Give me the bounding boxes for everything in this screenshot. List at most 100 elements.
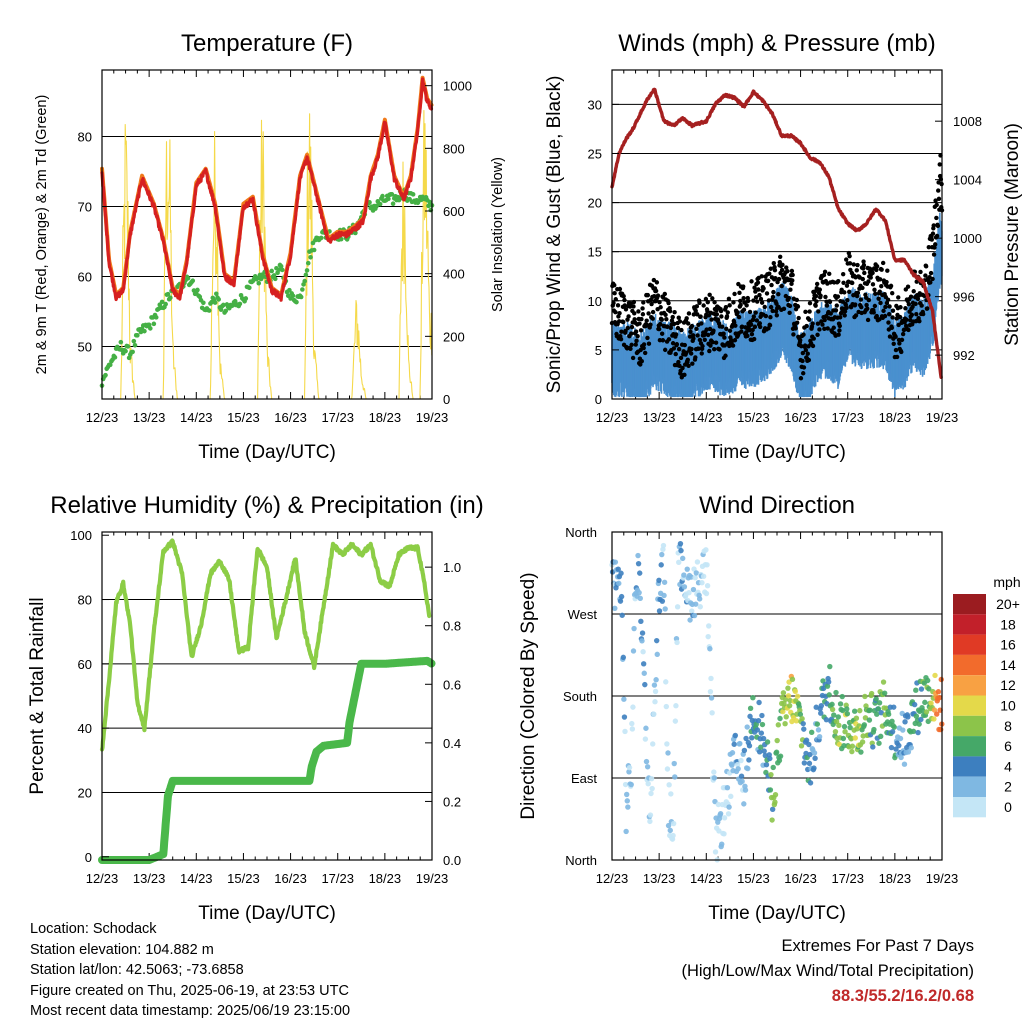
gust-point bbox=[896, 295, 901, 300]
dewpoint-point bbox=[386, 196, 391, 202]
direction-point bbox=[622, 728, 628, 735]
temperature-ytick-label: 80 bbox=[78, 130, 92, 145]
gust-point bbox=[890, 290, 895, 296]
gust-point bbox=[695, 312, 700, 317]
gust-point bbox=[612, 283, 617, 288]
direction-point bbox=[739, 778, 745, 785]
direction-point bbox=[661, 579, 668, 585]
gust-point bbox=[741, 295, 746, 301]
gust-point bbox=[648, 322, 653, 327]
direction-point bbox=[667, 827, 673, 834]
gust-point bbox=[747, 309, 753, 315]
gust-point bbox=[713, 340, 719, 345]
gust-point bbox=[676, 346, 682, 352]
direction-point bbox=[639, 630, 646, 636]
gust-point bbox=[617, 286, 623, 292]
gust-point bbox=[915, 296, 921, 302]
dewpoint-point bbox=[214, 291, 219, 297]
gust-point bbox=[741, 284, 746, 289]
temperature-xtick-label: 17/23 bbox=[321, 410, 354, 425]
dewpoint-point bbox=[159, 299, 165, 305]
direction-point bbox=[729, 750, 736, 756]
direction-point bbox=[769, 817, 775, 823]
extremes-values: 88.3/55.2/16.2/0.68 bbox=[831, 987, 974, 1005]
gust-point bbox=[786, 295, 792, 301]
temperature-ytick-right-label: 600 bbox=[443, 204, 465, 219]
gust-point bbox=[739, 329, 744, 334]
gust-point bbox=[904, 317, 909, 322]
direction-point bbox=[885, 711, 892, 717]
direction-point bbox=[659, 598, 666, 604]
dewpoint-point bbox=[190, 278, 196, 284]
extremes-subtitle: (High/Low/Max Wind/Total Precipitation) bbox=[681, 962, 974, 980]
gust-point bbox=[761, 286, 766, 291]
gust-point bbox=[855, 262, 860, 268]
gust-point bbox=[795, 304, 801, 309]
gust-point bbox=[640, 306, 645, 311]
direction-point bbox=[664, 766, 671, 772]
legend-label: 14 bbox=[1000, 657, 1016, 673]
direction-point bbox=[747, 713, 753, 720]
legend-label: 20+ bbox=[996, 596, 1020, 612]
direction-point bbox=[738, 773, 745, 779]
winds-frame bbox=[611, 69, 943, 400]
gust-point bbox=[799, 343, 804, 349]
gust-point bbox=[797, 338, 803, 343]
winds-ytick-label: 25 bbox=[588, 146, 602, 161]
gust-point bbox=[675, 325, 681, 331]
direction-point bbox=[924, 677, 931, 684]
gust-point bbox=[712, 346, 717, 352]
direction-point bbox=[636, 589, 642, 596]
direction-point bbox=[612, 605, 618, 611]
gust-point bbox=[818, 293, 823, 298]
direction-point bbox=[700, 573, 707, 580]
gust-point bbox=[918, 269, 923, 275]
direction-point bbox=[866, 717, 873, 723]
direction-point bbox=[619, 612, 625, 618]
gust-point bbox=[673, 332, 679, 337]
gust-point bbox=[824, 303, 830, 308]
gust-point bbox=[822, 317, 827, 323]
gust-point bbox=[776, 276, 782, 282]
humidity-xtick-label: 17/23 bbox=[321, 871, 354, 886]
temperature-xlabel: Time (Day/UTC) bbox=[198, 442, 336, 463]
gust-point bbox=[642, 350, 648, 356]
gust-point bbox=[877, 317, 882, 322]
gust-point bbox=[842, 290, 847, 295]
gust-point bbox=[670, 314, 675, 320]
direction-point bbox=[818, 710, 824, 716]
direction-point bbox=[708, 695, 715, 701]
gust-point bbox=[847, 289, 852, 295]
gust-point bbox=[897, 341, 902, 346]
direction-point bbox=[670, 820, 677, 827]
gust-point bbox=[628, 346, 633, 352]
temperature-ytick-right-label: 0 bbox=[443, 392, 450, 407]
direction-point bbox=[726, 804, 732, 810]
gust-point bbox=[690, 361, 695, 366]
direction-xtick-label: 15/23 bbox=[737, 871, 770, 886]
direction-point bbox=[785, 693, 792, 699]
direction-point bbox=[696, 596, 703, 602]
gust-point bbox=[796, 315, 801, 321]
gust-point bbox=[749, 279, 754, 284]
winds-ytick-right-label: 1008 bbox=[953, 114, 982, 129]
dewpoint-point bbox=[125, 344, 131, 349]
direction-point bbox=[651, 682, 658, 688]
legend-label: 0 bbox=[1004, 799, 1012, 815]
gust-point bbox=[617, 310, 622, 316]
dewpoint-point bbox=[308, 255, 313, 260]
dewpoint-point bbox=[280, 267, 285, 273]
direction-point bbox=[852, 735, 858, 741]
direction-point bbox=[721, 831, 727, 837]
direction-point bbox=[659, 551, 665, 558]
direction-point bbox=[684, 566, 690, 572]
gust-point bbox=[768, 304, 774, 310]
gust-point bbox=[894, 354, 900, 360]
dewpoint-point bbox=[107, 362, 113, 368]
direction-point bbox=[928, 700, 934, 706]
winds-xlabel: Time (Day/UTC) bbox=[708, 442, 846, 463]
gust-point bbox=[631, 304, 636, 309]
gust-point bbox=[798, 376, 804, 381]
gust-point bbox=[781, 306, 787, 312]
direction-point bbox=[629, 726, 636, 732]
